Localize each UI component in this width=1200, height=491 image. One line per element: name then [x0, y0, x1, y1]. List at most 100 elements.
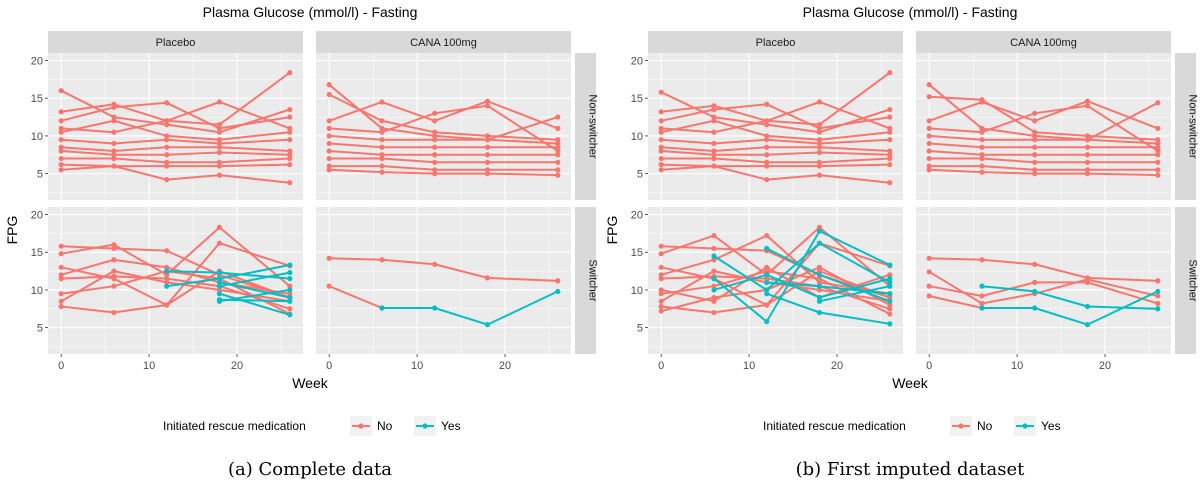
data-point: [816, 159, 823, 165]
strip-label: Placebo: [756, 37, 796, 49]
series-line: [381, 290, 559, 326]
data-point: [887, 148, 893, 154]
legend-entry-no: No: [950, 416, 993, 436]
series-rescue-no: [326, 155, 561, 165]
data-point: [555, 144, 561, 150]
data-point: [711, 276, 717, 282]
data-point: [326, 118, 332, 124]
x-tick-label: 10: [143, 360, 155, 372]
data-point: [1155, 172, 1161, 178]
data-point: [164, 100, 170, 106]
data-point: [287, 294, 293, 301]
data-point: [816, 228, 823, 234]
data-point: [887, 152, 893, 158]
data-point: [111, 163, 117, 169]
data-point: [926, 255, 932, 261]
data-point: [887, 306, 893, 312]
data-point: [379, 152, 385, 158]
strip-bg: [316, 31, 571, 53]
data-point: [816, 129, 823, 135]
data-point: [711, 148, 717, 154]
data-point: [216, 140, 223, 147]
data-point: [432, 144, 438, 150]
data-point: [816, 224, 823, 230]
series-rescue-yes: [764, 291, 893, 327]
data-point: [432, 110, 438, 116]
data-point: [216, 276, 223, 282]
data-point: [1155, 137, 1161, 143]
data-point: [287, 152, 293, 158]
data-point: [326, 255, 332, 261]
data-point: [216, 279, 223, 285]
data-point: [484, 137, 491, 143]
y-tick-label: 10: [31, 285, 43, 297]
data-point: [111, 257, 117, 263]
data-point: [216, 283, 223, 289]
y-tick-label: 5: [637, 169, 643, 181]
data-point: [887, 283, 893, 289]
x-tick-label: 0: [326, 360, 332, 372]
data-point: [287, 70, 293, 76]
strip-label: Non-switcher: [587, 94, 599, 159]
data-point: [887, 262, 893, 268]
legend-label: Yes: [441, 419, 461, 433]
data-point: [216, 287, 223, 293]
data-point: [816, 172, 823, 178]
data-point: [658, 264, 664, 270]
data-point: [764, 287, 770, 293]
data-point: [164, 133, 170, 139]
data-point: [326, 140, 332, 147]
data-point: [658, 137, 664, 143]
data-point: [326, 91, 332, 98]
facet-strip-side: Non-switcher: [1175, 53, 1199, 200]
data-point: [287, 291, 293, 297]
data-point: [484, 167, 491, 173]
y-tick-label: 20: [631, 56, 643, 68]
series-rescue-no: [926, 103, 1161, 154]
series-line: [713, 273, 891, 299]
series-rescue-no: [658, 101, 893, 131]
series-rescue-no: [326, 114, 561, 143]
x-tick-label: 10: [1011, 360, 1023, 372]
data-point: [1155, 144, 1161, 150]
data-point: [1032, 152, 1038, 158]
data-point: [58, 118, 64, 124]
data-point: [816, 122, 823, 128]
strip-bg: [575, 53, 596, 200]
data-point: [164, 272, 170, 278]
data-point: [926, 293, 932, 299]
y-tick-label: 15: [631, 93, 643, 105]
data-point: [658, 161, 664, 168]
data-point: [1155, 278, 1161, 284]
data-point: [326, 167, 332, 173]
data-point: [216, 240, 223, 246]
series-rescue-no: [58, 118, 293, 143]
data-point: [287, 306, 293, 312]
legend-label: No: [977, 419, 993, 433]
data-point: [111, 309, 117, 316]
data-point: [816, 163, 823, 169]
data-point: [764, 245, 770, 252]
data-point: [216, 144, 223, 150]
legend-entry-yes: Yes: [414, 416, 461, 436]
data-point: [926, 133, 932, 139]
series-rescue-no: [926, 100, 1161, 143]
data-point: [764, 318, 770, 325]
data-point: [111, 273, 117, 279]
series-rescue-yes: [711, 272, 893, 301]
figure-caption: (b) First imputed dataset: [796, 459, 1026, 480]
data-point: [164, 177, 170, 183]
data-point: [555, 152, 561, 158]
strip-bg: [1175, 207, 1196, 354]
data-point: [555, 125, 561, 131]
data-point: [111, 118, 117, 124]
data-point: [816, 137, 823, 143]
series-rescue-no: [926, 279, 1161, 307]
data-point: [484, 275, 491, 281]
data-point: [58, 144, 64, 150]
data-point: [379, 118, 385, 124]
facet-panel: 0 10 20: [916, 207, 1171, 372]
data-point: [58, 251, 64, 257]
data-point: [1084, 167, 1091, 173]
series-rescue-no: [658, 118, 893, 143]
